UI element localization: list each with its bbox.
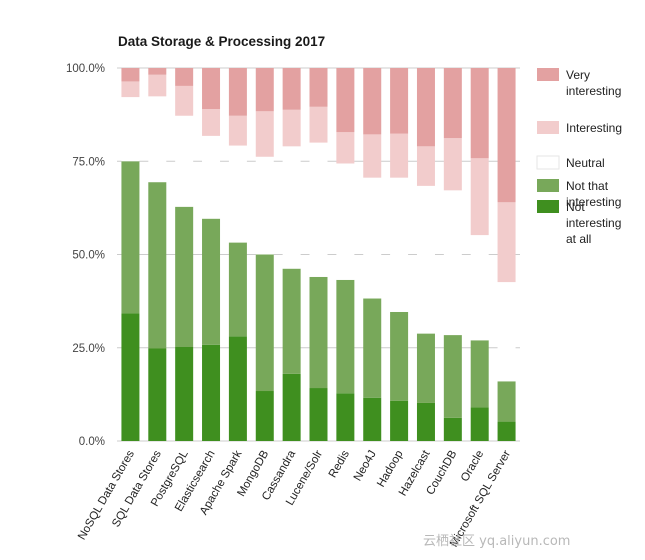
bar-segment	[121, 68, 140, 82]
bar-segment	[363, 298, 382, 398]
bar-segment	[416, 146, 435, 186]
legend-label: Not that interesting	[566, 179, 621, 209]
bar-segment	[470, 68, 489, 159]
chart-title: Data Storage & Processing 2017	[118, 34, 325, 49]
y-tick-label: 75.0%	[72, 156, 105, 168]
y-tick-label: 0.0%	[79, 436, 105, 448]
bar-segment	[282, 109, 301, 147]
bar-segment	[416, 185, 435, 334]
bar-segment	[121, 97, 140, 162]
bar-segment	[228, 68, 247, 116]
y-tick-label: 50.0%	[72, 250, 105, 262]
bar-segment	[148, 74, 167, 97]
legend-swatch	[537, 121, 559, 134]
bar-segment	[443, 335, 462, 418]
bar-segment	[390, 133, 409, 178]
bars	[121, 68, 516, 441]
legend: Very interesting Interesting Neutral Not tha…	[536, 68, 622, 246]
bar-segment	[282, 373, 301, 441]
bar-segment	[416, 402, 435, 441]
bar-segment	[390, 68, 409, 134]
bar-segment	[390, 177, 409, 312]
bar-segment	[497, 381, 516, 422]
bar-segment	[443, 417, 462, 441]
bar-segment	[470, 235, 489, 341]
bar-segment	[282, 268, 301, 374]
bar-segment	[228, 242, 247, 337]
x-category-label: Neo4J	[352, 449, 379, 484]
bar-segment	[121, 313, 140, 441]
bar-segment	[309, 142, 328, 277]
bar-segment	[148, 182, 167, 349]
bar-segment	[121, 81, 140, 98]
bar-segment	[148, 68, 167, 75]
bar-segment	[202, 68, 221, 110]
bar-segment	[443, 190, 462, 336]
bar-segment	[148, 348, 167, 441]
bar-segment	[228, 336, 247, 441]
bar-segment	[363, 134, 382, 178]
bar-segment	[390, 311, 409, 401]
y-axis-ticks: 0.0% 25.0% 50.0% 75.0% 100.0%	[66, 63, 105, 448]
bar-segment	[175, 347, 194, 441]
bar-segment	[336, 279, 355, 394]
legend-swatch	[537, 68, 559, 81]
bar-segment	[470, 407, 489, 441]
y-tick-label: 25.0%	[72, 343, 105, 355]
bar-segment	[497, 282, 516, 382]
bar-segment	[497, 421, 516, 441]
bar-segment	[309, 276, 328, 389]
bar-segment	[228, 145, 247, 243]
bar-segment	[228, 115, 247, 146]
bar-segment	[255, 391, 274, 441]
bar-segment	[336, 68, 355, 133]
bar-segment	[175, 68, 194, 86]
bar-segment	[309, 68, 328, 107]
bar-segment	[497, 202, 516, 283]
bar-segment	[255, 68, 274, 112]
bar-segment	[416, 68, 435, 147]
bar-segment	[443, 138, 462, 191]
bar-segment	[443, 68, 462, 139]
bar-segment	[336, 393, 355, 441]
bar-segment	[202, 135, 221, 219]
bar-segment	[282, 68, 301, 110]
bar-segment	[363, 68, 382, 135]
bar-segment	[416, 333, 435, 403]
bar-segment	[497, 68, 516, 203]
bar-segment	[255, 156, 274, 255]
x-category-label: Oracle	[459, 449, 486, 484]
bar-segment	[175, 206, 194, 348]
bar-segment	[148, 96, 167, 183]
bar-segment	[255, 111, 274, 157]
bar-segment	[202, 344, 221, 441]
watermark: 云栖社区 yq.aliyun.com	[423, 533, 570, 549]
bar-segment	[175, 85, 194, 116]
bar-segment	[363, 397, 382, 441]
legend-label: Interesting	[566, 121, 622, 135]
y-tick-label: 100.0%	[66, 63, 105, 75]
bar-segment	[390, 400, 409, 441]
legend-label: Not interesting at all	[566, 200, 621, 246]
bar-segment	[470, 340, 489, 408]
x-category-label: Redis	[327, 448, 352, 480]
bar-segment	[363, 177, 382, 299]
bar-segment	[202, 218, 221, 345]
bar-segment	[121, 161, 140, 314]
bar-segment	[202, 109, 221, 136]
legend-swatch	[537, 200, 559, 213]
bar-segment	[255, 254, 274, 392]
bar-segment	[175, 115, 194, 207]
legend-label: Very interesting	[566, 68, 621, 98]
bar-segment	[336, 132, 355, 164]
bar-segment	[470, 158, 489, 236]
bar-segment	[309, 106, 328, 143]
bar-segment	[282, 146, 301, 269]
legend-label: Neutral	[566, 156, 605, 170]
bar-segment	[336, 163, 355, 280]
bar-segment	[309, 388, 328, 441]
legend-swatch	[536, 155, 560, 170]
legend-swatch	[537, 179, 559, 192]
